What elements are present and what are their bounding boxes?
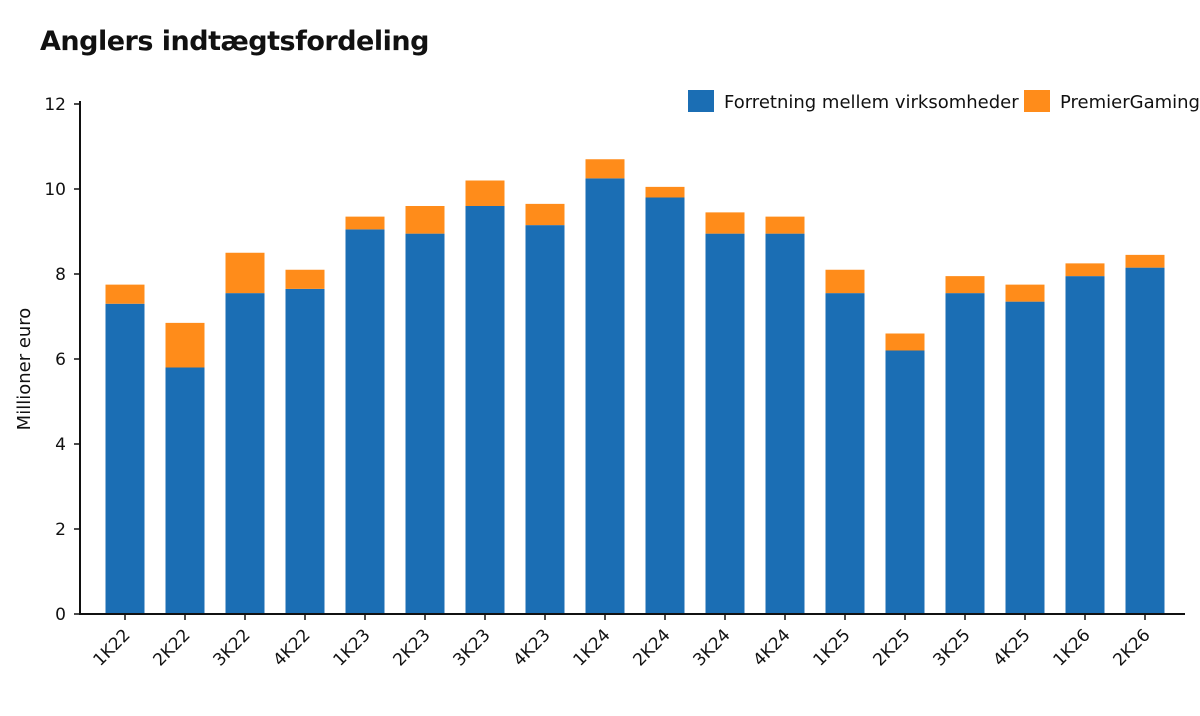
y-tick-label: 12 <box>44 95 66 115</box>
x-tick-label: 3K24 <box>690 625 735 670</box>
bar-segment-premiergaming <box>465 180 505 206</box>
chart-title: Anglers indtægtsfordeling <box>40 26 429 57</box>
bar-segment-b2b <box>225 293 265 614</box>
bar-segment-b2b <box>525 225 565 614</box>
x-tick-label: 4K23 <box>510 625 555 670</box>
bar-segment-b2b <box>765 233 805 614</box>
bar-segment-b2b <box>285 288 325 614</box>
bar-segment-premiergaming <box>1125 254 1165 268</box>
x-tick-label: 1K25 <box>810 625 855 670</box>
bar-segment-premiergaming <box>1005 284 1045 302</box>
x-tick-label: 2K25 <box>870 625 915 670</box>
x-tick-label: 1K24 <box>570 625 615 670</box>
bar-segment-b2b <box>885 350 925 614</box>
legend-label: Forretning mellem virksomheder <box>724 92 1019 113</box>
bar-segment-premiergaming <box>405 206 445 234</box>
bar-segment-premiergaming <box>825 269 865 294</box>
bar-segment-b2b <box>1065 276 1105 614</box>
bar-segment-premiergaming <box>645 186 685 198</box>
bar-segment-b2b <box>705 233 745 614</box>
bar-segment-premiergaming <box>765 216 805 234</box>
x-tick-label: 4K25 <box>990 625 1035 670</box>
bar-segment-premiergaming <box>1065 263 1105 277</box>
bar-segment-premiergaming <box>225 252 265 294</box>
bar-segment-premiergaming <box>165 322 205 368</box>
y-axis-title: Millioner euro <box>14 308 35 431</box>
bar-segment-b2b <box>165 367 205 614</box>
x-axis-ticks: 1K22 2K22 3K22 4K22 1K23 2K23 3K23 4K23 1K24 2K24… <box>90 614 1155 670</box>
x-tick-label: 2K23 <box>390 625 435 670</box>
bar-segment-b2b <box>1005 301 1045 614</box>
legend-swatch <box>688 90 714 112</box>
y-axis-ticks: 0 2 4 6 8 10 12 <box>44 95 80 625</box>
bar-segment-b2b <box>585 178 625 614</box>
y-tick-label: 10 <box>44 180 66 200</box>
bar-segment-b2b <box>405 233 445 614</box>
y-tick-label: 2 <box>55 520 66 540</box>
y-tick-label: 0 <box>55 605 66 625</box>
bar-segment-b2b <box>345 229 385 614</box>
legend: Forretning mellem virksomheder PremierGam… <box>688 90 1200 113</box>
y-tick-label: 8 <box>55 265 66 285</box>
bar-segment-premiergaming <box>345 216 385 230</box>
bar-segment-b2b <box>645 197 685 614</box>
x-tick-label: 2K26 <box>1110 625 1155 670</box>
legend-swatch <box>1024 90 1050 112</box>
bar-segment-premiergaming <box>525 203 565 226</box>
bar-segment-b2b <box>105 303 145 614</box>
bar-segment-premiergaming <box>285 269 325 289</box>
x-tick-label: 4K22 <box>270 625 315 670</box>
bar-segment-b2b <box>945 293 985 614</box>
x-tick-label: 4K24 <box>750 625 795 670</box>
x-tick-label: 1K22 <box>90 625 135 670</box>
bar-segment-b2b <box>825 293 865 614</box>
bar-segment-premiergaming <box>945 276 985 294</box>
bar-segment-b2b <box>465 206 505 614</box>
y-tick-label: 4 <box>55 435 66 455</box>
x-tick-label: 3K22 <box>210 625 255 670</box>
x-tick-label: 2K22 <box>150 625 195 670</box>
x-tick-label: 3K23 <box>450 625 495 670</box>
bar-segment-b2b <box>1125 267 1165 614</box>
x-tick-label: 1K26 <box>1050 625 1095 670</box>
x-tick-label: 3K25 <box>930 625 975 670</box>
bar-segment-premiergaming <box>585 159 625 179</box>
x-tick-label: 2K24 <box>630 625 675 670</box>
legend-label: PremierGaming <box>1060 92 1200 113</box>
bar-segment-premiergaming <box>105 284 145 304</box>
bar-segment-premiergaming <box>705 212 745 234</box>
x-tick-label: 1K23 <box>330 625 375 670</box>
bars <box>105 159 1165 614</box>
y-tick-label: 6 <box>55 350 66 370</box>
bar-segment-premiergaming <box>885 333 925 351</box>
